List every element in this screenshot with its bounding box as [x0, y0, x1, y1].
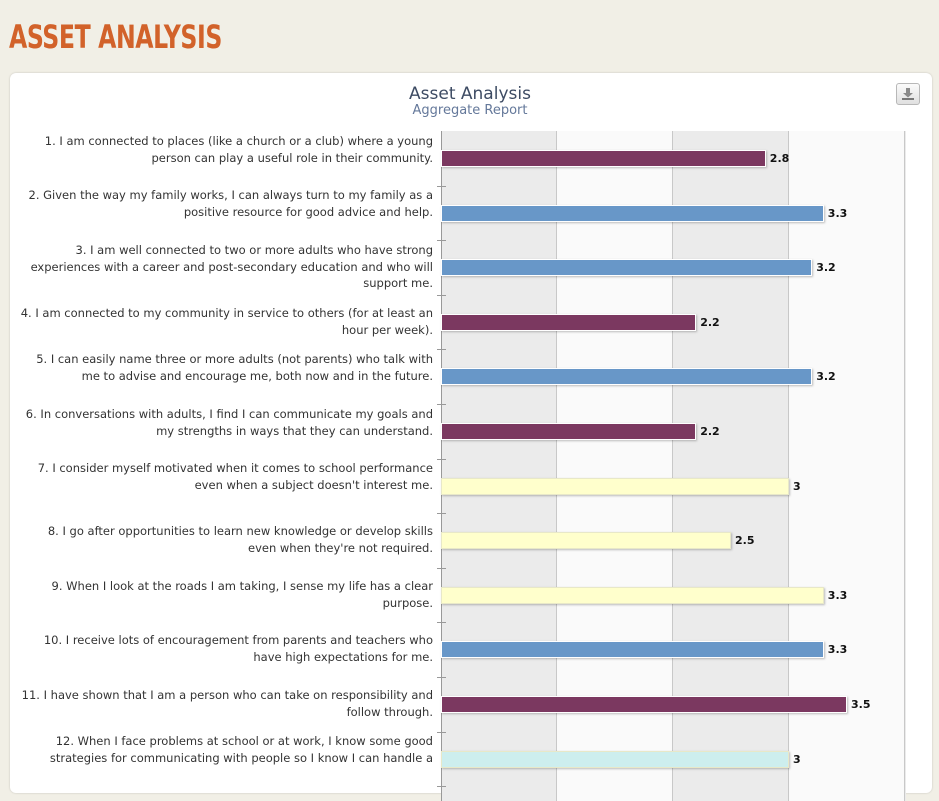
category-label: 9. When I look at the roads I am taking,…: [51, 579, 433, 610]
y-axis: [441, 131, 442, 801]
category-label: 11. I have shown that I am a person who …: [21, 688, 433, 719]
bar-value-label: 3.2: [816, 261, 836, 274]
bar[interactable]: [441, 423, 697, 440]
export-button[interactable]: [896, 83, 920, 105]
plot-band: [789, 131, 905, 801]
bar[interactable]: [441, 205, 824, 222]
category-label: 2. Given the way my family works, I can …: [28, 188, 433, 219]
category-label: 10. I receive lots of encouragement from…: [43, 633, 433, 664]
bar-value-label: 2.2: [700, 425, 720, 438]
category-label: 12. When I face problems at school or at…: [49, 734, 433, 765]
bar[interactable]: [441, 587, 824, 604]
download-icon: [902, 88, 914, 100]
bar-value-label: 3.3: [827, 643, 848, 656]
bar-value-label: 2.8: [769, 152, 790, 165]
bar[interactable]: [441, 314, 697, 331]
y-tick: [437, 732, 446, 733]
y-tick: [437, 786, 446, 787]
y-tick: [437, 459, 446, 460]
bar-value-label: 2.2: [700, 316, 720, 329]
bar-value-label: 3.3: [827, 589, 848, 602]
bar-value-label: 3.2: [816, 370, 836, 383]
bar-value-label: 2.5: [735, 534, 755, 547]
grid-line: [904, 131, 905, 801]
bar-value-label: 3.5: [851, 698, 871, 711]
y-tick: [437, 622, 446, 623]
bar[interactable]: [441, 641, 824, 658]
bar[interactable]: [441, 532, 731, 549]
y-tick: [437, 513, 446, 514]
bar[interactable]: [441, 478, 789, 495]
category-label: 5. I can easily name three or more adult…: [36, 352, 433, 383]
y-tick: [437, 568, 446, 569]
chart-subtitle: Aggregate Report: [412, 103, 528, 118]
category-label: 8. I go after opportunities to learn new…: [47, 524, 433, 555]
category-label: 1. I am connected to places (like a chur…: [44, 134, 433, 165]
chart-title: Asset Analysis: [409, 84, 531, 104]
grid-line: [788, 131, 789, 801]
y-tick: [437, 186, 446, 187]
category-label: 6. In conversations with adults, I find …: [25, 407, 433, 438]
category-label: 7. I consider myself motivated when it c…: [37, 461, 433, 492]
bar-value-label: 3.3: [827, 207, 848, 220]
plot-area: [441, 131, 906, 801]
bar[interactable]: [441, 368, 813, 385]
bar[interactable]: [441, 751, 789, 768]
bar-value-label: 3: [793, 753, 801, 766]
grid-line: [556, 131, 557, 801]
grid-line: [672, 131, 673, 801]
y-tick: [437, 240, 446, 241]
bar-value-label: 3: [793, 480, 801, 493]
y-tick: [437, 295, 446, 296]
chart-panel: Asset Analysis Aggregate Report 1. I am …: [10, 73, 932, 801]
bar[interactable]: [441, 696, 847, 713]
y-tick: [437, 349, 446, 350]
bar[interactable]: [441, 150, 766, 167]
category-label: 4. I am connected to my community in ser…: [20, 306, 433, 337]
page-title: ASSET ANALYSIS: [9, 18, 222, 56]
bar[interactable]: [441, 259, 813, 276]
plot-band: [557, 131, 673, 801]
category-label: 3. I am well connected to two or more ad…: [30, 243, 433, 290]
y-tick: [437, 677, 446, 678]
y-tick: [437, 404, 446, 405]
